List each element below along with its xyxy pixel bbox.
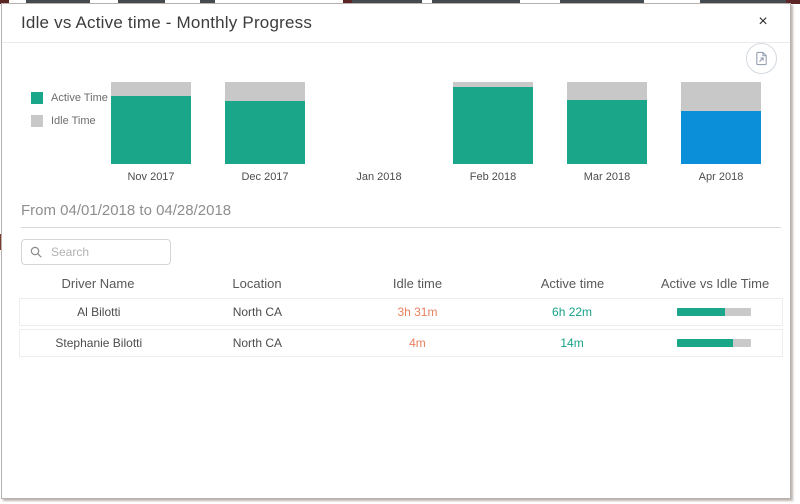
idle-segment: [567, 82, 647, 101]
active-time-cell: 14m: [560, 336, 584, 350]
chart-bar-group-apr-2018-selected[interactable]: Apr 2018: [664, 82, 778, 192]
table-row[interactable]: Al Bilotti North CA 3h 31m 6h 22m: [19, 298, 783, 326]
chart-bar-group-feb-2018[interactable]: Feb 2018: [436, 82, 550, 192]
idle-segment: [681, 82, 761, 111]
search-input[interactable]: [49, 244, 162, 260]
idle-time-cell: 3h 31m: [397, 305, 438, 319]
column-header-driver-name[interactable]: Driver Name: [61, 276, 135, 291]
stacked-bar: [681, 82, 761, 164]
active-segment: [225, 100, 305, 164]
table-header-row: Driver Name Location Idle time Active ti…: [19, 272, 783, 295]
driver-name-cell: Al Bilotti: [77, 305, 121, 319]
month-label: Feb 2018: [469, 171, 517, 183]
idle-time-cell: 4m: [409, 336, 426, 350]
export-chart-button[interactable]: [746, 43, 777, 74]
active-vs-idle-cell: [646, 339, 782, 347]
idle-segment: [111, 82, 191, 96]
chart-legend: Active Time Idle Time: [31, 92, 108, 138]
active-time-swatch: [31, 92, 43, 104]
column-header-location[interactable]: Location: [232, 276, 282, 291]
active-segment-selected: [681, 110, 761, 164]
stacked-bar: [567, 82, 647, 164]
idle-time-swatch: [31, 115, 43, 127]
background-page-edge: [0, 0, 800, 4]
active-segment: [567, 100, 647, 164]
search-icon: [30, 246, 42, 258]
stacked-bar: [225, 82, 305, 164]
stacked-bar: [111, 82, 191, 164]
ratio-bar-track: [677, 339, 752, 347]
idle-vs-active-dialog: Idle vs Active time - Monthly Progress ×…: [1, 3, 791, 499]
legend-item-idle-time[interactable]: Idle Time: [31, 115, 108, 127]
active-segment: [111, 95, 191, 164]
legend-label: Idle Time: [51, 115, 96, 127]
location-cell: North CA: [232, 305, 283, 319]
dialog-title: Idle vs Active time - Monthly Progress: [21, 13, 313, 32]
idle-segment: [225, 82, 305, 101]
date-range-label: From 04/01/2018 to 04/28/2018: [21, 202, 781, 228]
chart-bar-group-mar-2018[interactable]: Mar 2018: [550, 82, 664, 192]
driver-name-cell: Stephanie Bilotti: [55, 336, 143, 350]
export-image-icon: [754, 51, 769, 66]
idle-segment: [453, 82, 533, 87]
drivers-table: Driver Name Location Idle time Active ti…: [19, 272, 783, 357]
month-label: Mar 2018: [583, 171, 631, 183]
active-vs-idle-cell: [646, 308, 782, 316]
active-segment: [453, 86, 533, 164]
month-label: Apr 2018: [698, 171, 744, 183]
chart-bar-group-nov-2017[interactable]: Nov 2017: [94, 82, 208, 192]
table-row[interactable]: Stephanie Bilotti North CA 4m 14m: [19, 329, 783, 357]
month-label: Jan 2018: [356, 171, 402, 183]
legend-label: Active Time: [51, 92, 108, 104]
location-cell: North CA: [232, 336, 283, 350]
column-header-active-vs-idle[interactable]: Active vs Idle Time: [660, 276, 770, 291]
column-header-idle-time[interactable]: Idle time: [392, 276, 443, 291]
active-time-cell: 6h 22m: [552, 305, 593, 319]
stacked-bar: [339, 82, 419, 164]
search-box: [21, 239, 171, 265]
month-label: Dec 2017: [241, 171, 289, 183]
dialog-header: Idle vs Active time - Monthly Progress ×: [2, 4, 790, 43]
column-header-active-time[interactable]: Active time: [540, 276, 605, 291]
monthly-progress-chart: Nov 2017 Dec 2017 Jan 2018 Feb 2018: [94, 82, 778, 192]
legend-item-active-time[interactable]: Active Time: [31, 92, 108, 104]
stacked-bar: [453, 82, 533, 164]
ratio-bar-active-fill: [677, 308, 726, 316]
chart-bar-group-jan-2018[interactable]: Jan 2018: [322, 82, 436, 192]
month-label: Nov 2017: [127, 171, 175, 183]
ratio-bar-track: [677, 308, 752, 316]
close-button[interactable]: ×: [753, 12, 773, 32]
chart-bar-group-dec-2017[interactable]: Dec 2017: [208, 82, 322, 192]
ratio-bar-active-fill: [677, 339, 734, 347]
